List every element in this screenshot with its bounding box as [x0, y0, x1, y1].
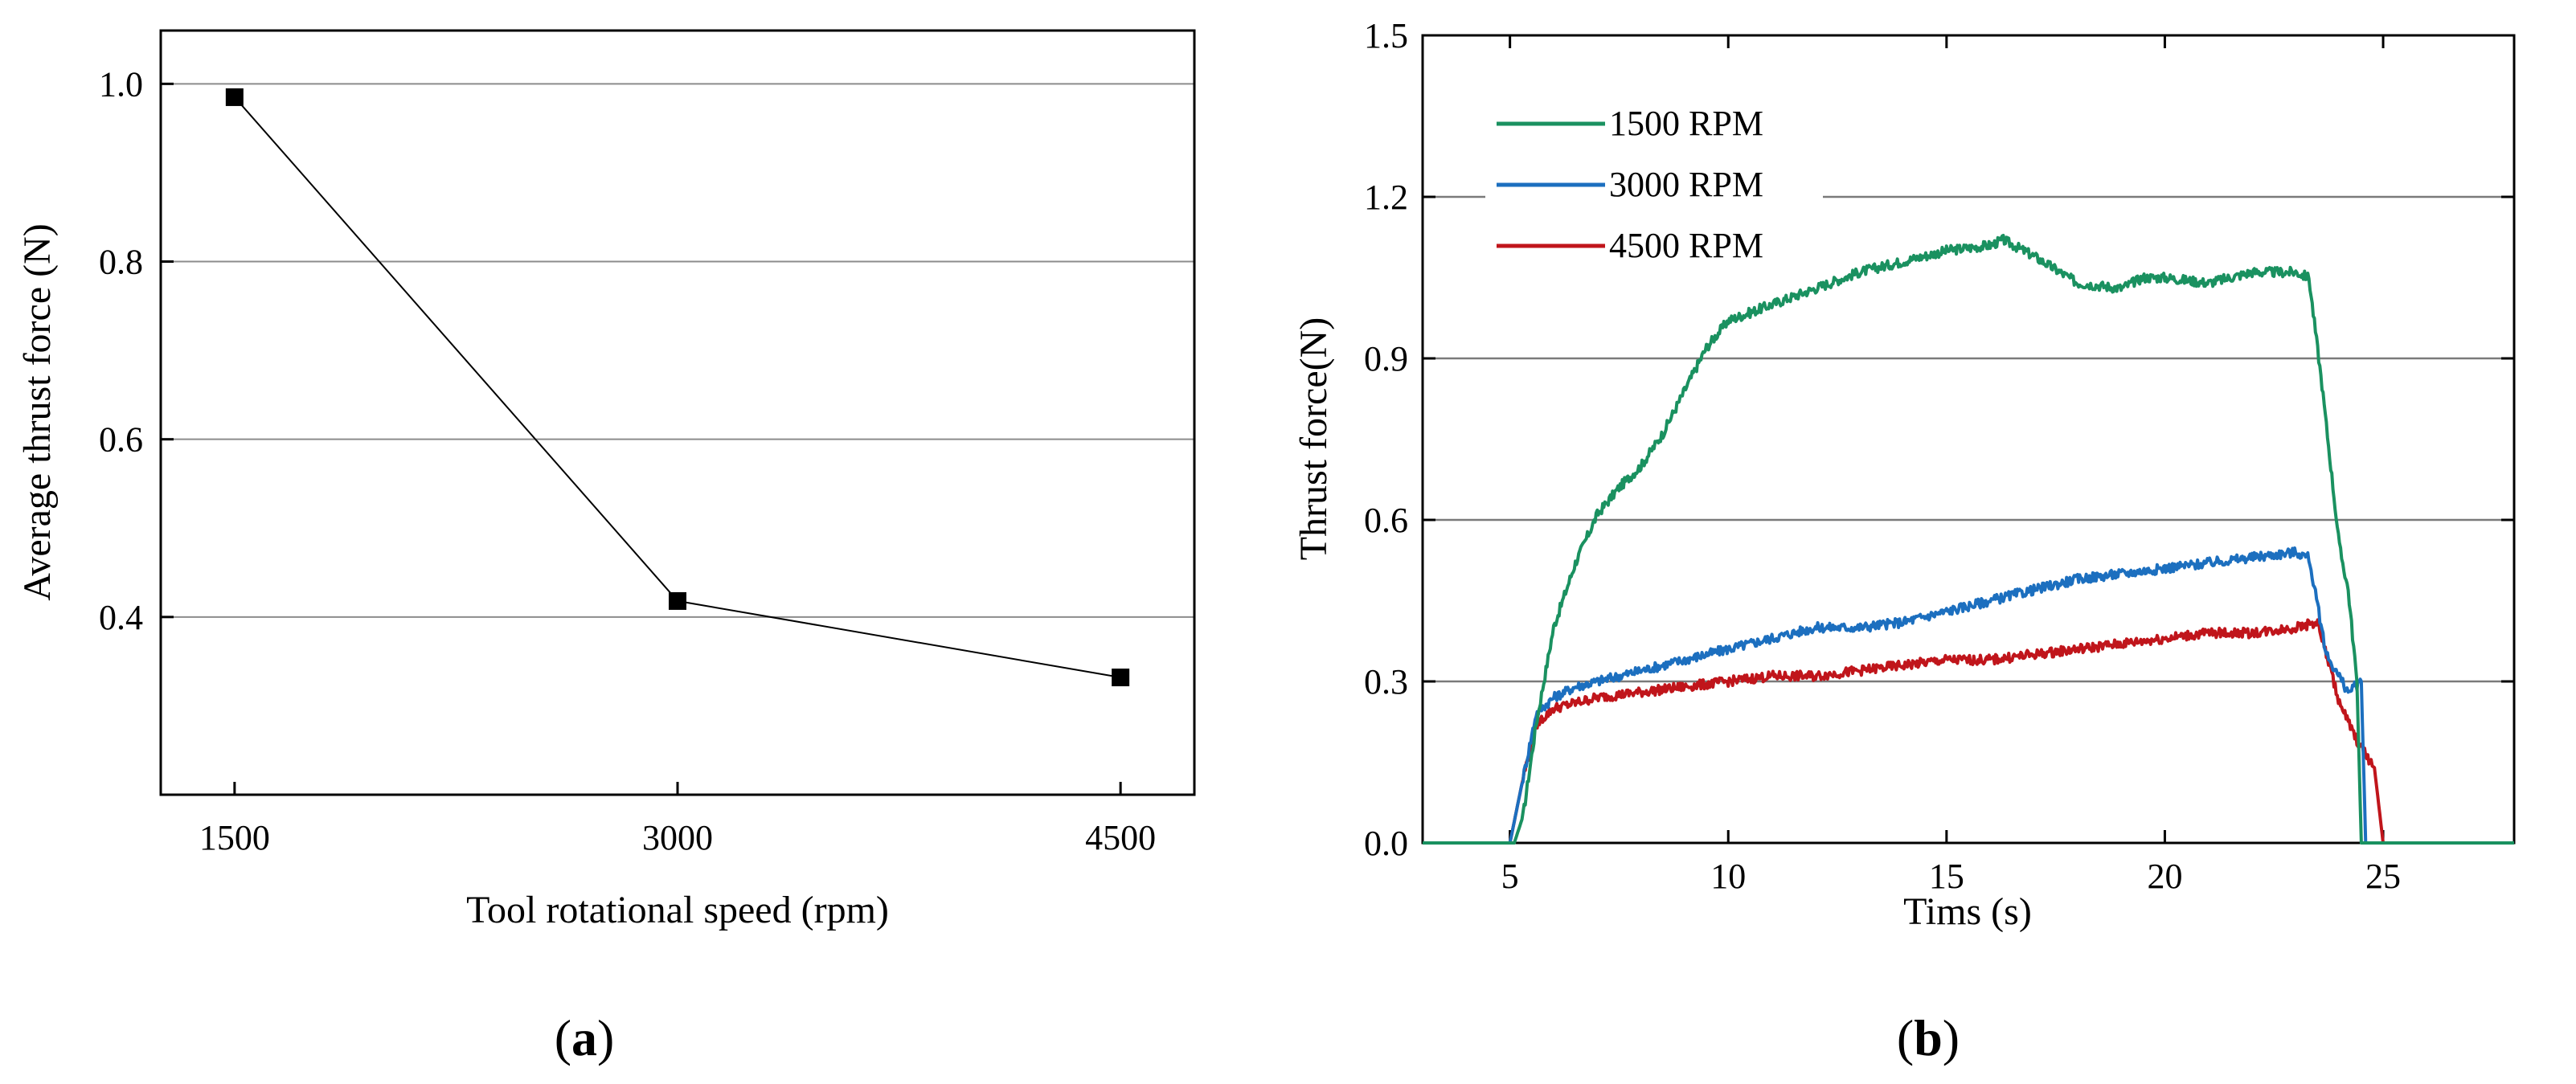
chart-a-point: [669, 591, 686, 610]
chart-b: 0.0 0.3 0.6 0.9 1.2 1.5 5 10 15 20 25 1500 RPM 3000…: [1292, 16, 2516, 1066]
chart-b-xtick-label: 10: [1710, 857, 1746, 896]
chart-b-legend: 1500 RPM 3000 RPM 4500 RPM: [1485, 100, 1823, 267]
chart-a-ytick-label: 1.0: [99, 64, 143, 104]
chart-b-ytick-label: 0.0: [1364, 824, 1408, 863]
chart-a-frame: [159, 29, 1196, 796]
chart-a-panel-label: (a): [555, 1009, 615, 1066]
chart-b-ytick-label: 1.5: [1364, 16, 1408, 55]
chart-b-xtick-label: 20: [2147, 857, 2182, 896]
chart-b-ticks: 0.0 0.3 0.6 0.9 1.2 1.5 5 10 15 20 25: [1364, 16, 2514, 896]
chart-b-xtick-label: 5: [1501, 857, 1519, 896]
chart-b-legend-label: 3000 RPM: [1609, 165, 1763, 204]
chart-a-xtick-label: 4500: [1085, 818, 1156, 857]
chart-b-xtick-label: 25: [2365, 857, 2401, 896]
chart-a-gridlines: [161, 83, 1194, 618]
chart-b-xlabel: Tims (s): [1903, 890, 2032, 933]
chart-b-series-line: [1422, 546, 2515, 845]
chart-b-ytick-label: 0.3: [1364, 662, 1408, 702]
chart-b-xtick-label: 15: [1929, 857, 1964, 896]
chart-a: 0.4 0.6 0.8 1.0 1500 3000 4500 Tool rotational…: [16, 29, 1196, 1066]
chart-a-line: [234, 96, 1121, 678]
chart-b-series: [1422, 234, 2515, 845]
chart-b-ytick-label: 0.9: [1364, 339, 1408, 378]
chart-b-frame: [1421, 34, 2516, 845]
chart-a-ylabel: Average thrust force (N): [16, 223, 59, 601]
chart-a-ytick-label: 0.8: [99, 243, 143, 282]
chart-a-xtick-label: 1500: [199, 818, 270, 857]
chart-a-xtick-label: 3000: [642, 818, 713, 857]
chart-a-ytick-label: 0.6: [99, 420, 143, 460]
chart-b-ytick-label: 0.6: [1364, 501, 1408, 540]
chart-b-legend-label: 4500 RPM: [1609, 226, 1763, 265]
chart-a-series: [225, 88, 1130, 687]
chart-b-series-line: [1422, 234, 2515, 845]
chart-b-panel-label: (b): [1897, 1009, 1960, 1066]
chart-b-legend-label: 1500 RPM: [1609, 104, 1763, 143]
chart-a-xlabel: Tool rotational speed (rpm): [466, 889, 889, 931]
chart-a-point: [225, 88, 244, 106]
chart-b-series-line: [1422, 618, 2515, 845]
chart-a-ytick-label: 0.4: [99, 598, 143, 637]
chart-a-ticks: 0.4 0.6 0.8 1.0 1500 3000 4500: [99, 64, 1156, 857]
chart-b-ylabel: Thrust force(N): [1292, 317, 1335, 561]
chart-a-point: [1112, 669, 1130, 687]
chart-b-ytick-label: 1.2: [1364, 178, 1408, 217]
